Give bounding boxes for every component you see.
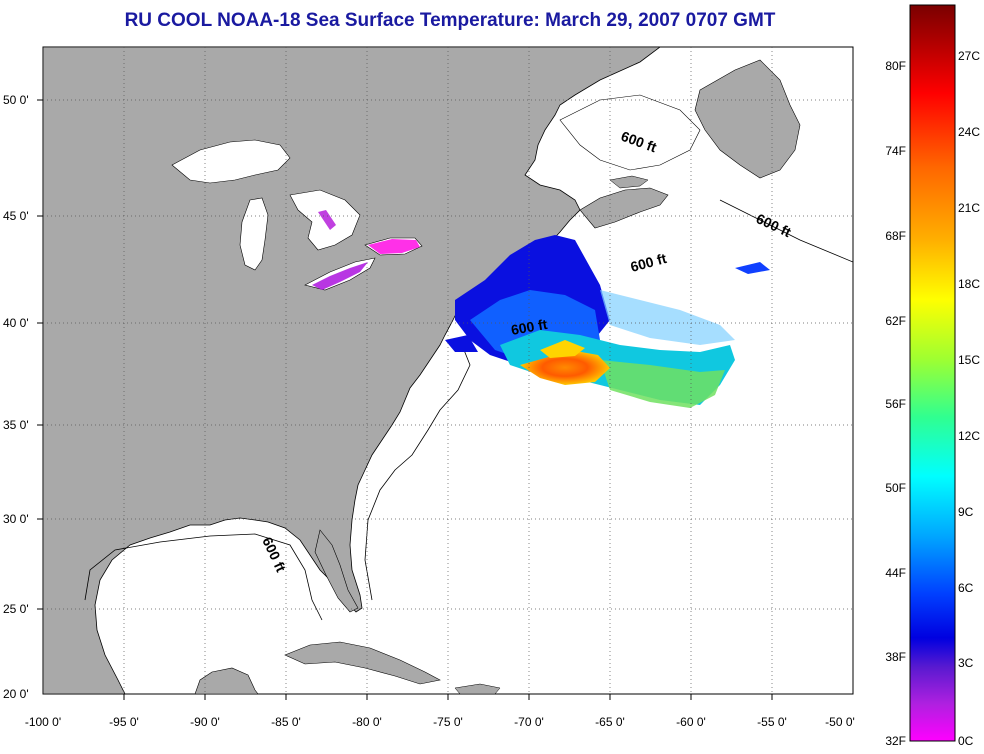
lake-superior	[171, 139, 291, 184]
colorbar-c-label: 21C	[958, 201, 980, 215]
y-tick-label: 45 0'	[3, 209, 29, 223]
x-axis-labels: -100 0' -95 0' -90 0' -85 0' -80 0' -75 …	[25, 715, 855, 729]
y-tick-label: 25 0'	[3, 602, 29, 616]
colorbar-f-label: 62F	[885, 314, 906, 328]
land-cuba	[284, 641, 441, 685]
y-axis-labels: 50 0' 45 0' 40 0' 35 0' 30 0' 25 0' 20 0…	[3, 93, 29, 701]
y-tick-label: 40 0'	[3, 316, 29, 330]
colorbar-f-label: 74F	[885, 144, 906, 158]
x-tick-label: -100 0'	[25, 715, 61, 729]
y-tick-label: 50 0'	[3, 93, 29, 107]
land-prince-edward	[609, 175, 649, 189]
colorbar-c-label: 15C	[958, 353, 980, 367]
x-tick-label: -75 0'	[433, 715, 463, 729]
land-florida	[314, 529, 359, 613]
colorbar-c-labels: 27C 24C 21C 18C 15C 12C 9C 6C 3C 0C	[958, 49, 980, 748]
x-tick-label: -80 0'	[352, 715, 382, 729]
sst-lake-erie	[312, 262, 368, 290]
colorbar-c-label: 6C	[958, 581, 974, 595]
sst-lake-huron	[318, 210, 336, 230]
colorbar	[909, 4, 956, 742]
x-tick-label: -90 0'	[190, 715, 220, 729]
land-north-america	[43, 47, 661, 694]
colorbar-f-label: 38F	[885, 650, 906, 664]
colorbar-c-label: 12C	[958, 429, 980, 443]
colorbar-f-label: 32F	[885, 734, 906, 748]
x-tick-label: -95 0'	[109, 715, 139, 729]
y-tick-label: 35 0'	[3, 418, 29, 432]
y-tick-label: 30 0'	[3, 512, 29, 526]
frame-ticks	[37, 99, 773, 700]
land-nova-scotia	[579, 187, 669, 229]
x-tick-label: -70 0'	[514, 715, 544, 729]
gridlines	[43, 47, 853, 694]
isobath-600ft-atlantic	[719, 199, 853, 263]
x-tick-label: -65 0'	[595, 715, 625, 729]
colorbar-c-label: 27C	[958, 49, 980, 63]
land-newfoundland	[694, 59, 801, 179]
y-tick-label: 20 0'	[3, 687, 29, 701]
colorbar-c-label: 9C	[958, 505, 974, 519]
colorbar-f-label: 80F	[885, 59, 906, 73]
map-title: RU COOL NOAA-18 Sea Surface Temperature:…	[124, 10, 776, 31]
gulf-st-lawrence	[559, 94, 701, 171]
colorbar-f-label: 44F	[885, 566, 906, 580]
colorbar-f-label: 56F	[885, 397, 906, 411]
depth-label-4: 600 ft	[510, 316, 549, 338]
colorbar-f-label: 68F	[885, 229, 906, 243]
sst-lake-ontario	[368, 239, 420, 254]
colorbar-f-label: 50F	[885, 481, 906, 495]
x-tick-label: -50 0'	[825, 715, 855, 729]
x-tick-label: -85 0'	[271, 715, 301, 729]
colorbar-c-label: 18C	[958, 277, 980, 291]
land-yucatan	[194, 667, 259, 694]
isobath-600ft-gulf	[84, 533, 323, 621]
colorbar-c-label: 3C	[958, 656, 974, 670]
colorbar-c-label: 24C	[958, 125, 980, 139]
sst-swath	[445, 235, 770, 408]
land-hispaniola	[454, 683, 501, 694]
x-tick-label: -55 0'	[757, 715, 787, 729]
colorbar-c-label: 0C	[958, 734, 974, 748]
x-tick-label: -60 0'	[676, 715, 706, 729]
isobath-600ft-shelf	[364, 339, 471, 601]
colorbar-f-labels: 80F 74F 68F 62F 56F 50F 44F 38F 32F	[885, 59, 906, 748]
